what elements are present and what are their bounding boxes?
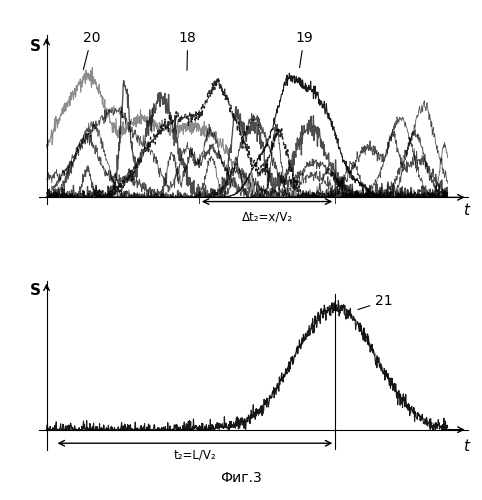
Text: Δt₂=x/V₂: Δt₂=x/V₂ [241, 210, 293, 223]
Text: t: t [464, 203, 469, 218]
Text: 18: 18 [179, 31, 197, 70]
Text: 19: 19 [295, 31, 313, 68]
Text: 21: 21 [358, 294, 393, 310]
Text: t₂=L/V₂: t₂=L/V₂ [174, 448, 216, 462]
Text: S: S [29, 284, 40, 298]
Text: S: S [29, 39, 40, 54]
Text: Фиг.3: Фиг.3 [220, 471, 262, 485]
Text: 20: 20 [82, 31, 100, 70]
Text: t: t [464, 439, 469, 454]
